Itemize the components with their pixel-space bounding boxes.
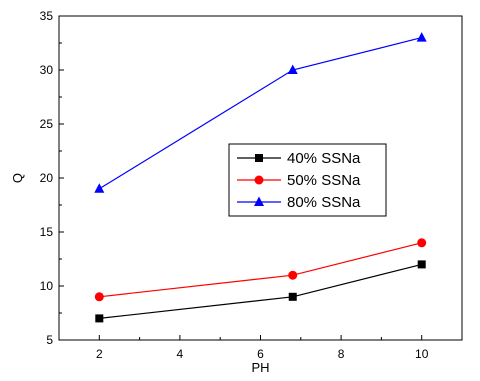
data-point <box>94 292 104 302</box>
data-point <box>417 260 426 269</box>
data-point <box>417 238 427 248</box>
y-tick-label: 25 <box>40 117 54 131</box>
x-tick-label: 8 <box>338 347 345 361</box>
legend-label: 80% SSNa <box>287 194 361 211</box>
y-tick-label: 15 <box>40 225 54 239</box>
legend-marker <box>255 154 263 162</box>
data-point <box>288 292 297 301</box>
y-tick-label: 20 <box>40 171 54 185</box>
y-tick-label: 5 <box>46 333 53 347</box>
legend-label: 50% SSNa <box>287 172 361 189</box>
x-tick-label: 4 <box>177 347 184 361</box>
x-tick-label: 6 <box>257 347 264 361</box>
y-tick-label: 35 <box>40 9 54 23</box>
y-tick-label: 10 <box>40 279 54 293</box>
data-point <box>95 314 104 323</box>
x-axis-title: PH <box>251 360 269 375</box>
x-tick-label: 10 <box>415 347 429 361</box>
legend-label: 40% SSNa <box>287 150 361 167</box>
legend-marker <box>254 196 264 206</box>
legend: 40% SSNa 50% SSNa 80% SSNa <box>228 143 387 217</box>
series-line <box>99 242 422 298</box>
y-axis-title: Q <box>10 173 25 183</box>
data-point <box>288 270 298 280</box>
x-tick-label: 2 <box>96 347 103 361</box>
data-point <box>287 64 298 74</box>
series-layer <box>94 32 427 323</box>
data-point <box>94 183 105 193</box>
y-tick-label: 30 <box>40 63 54 77</box>
axes-layer: 2 4 6 8 10 5 10 15 20 25 30 35 <box>40 9 463 361</box>
data-point <box>416 32 427 42</box>
legend-marker <box>254 175 264 185</box>
